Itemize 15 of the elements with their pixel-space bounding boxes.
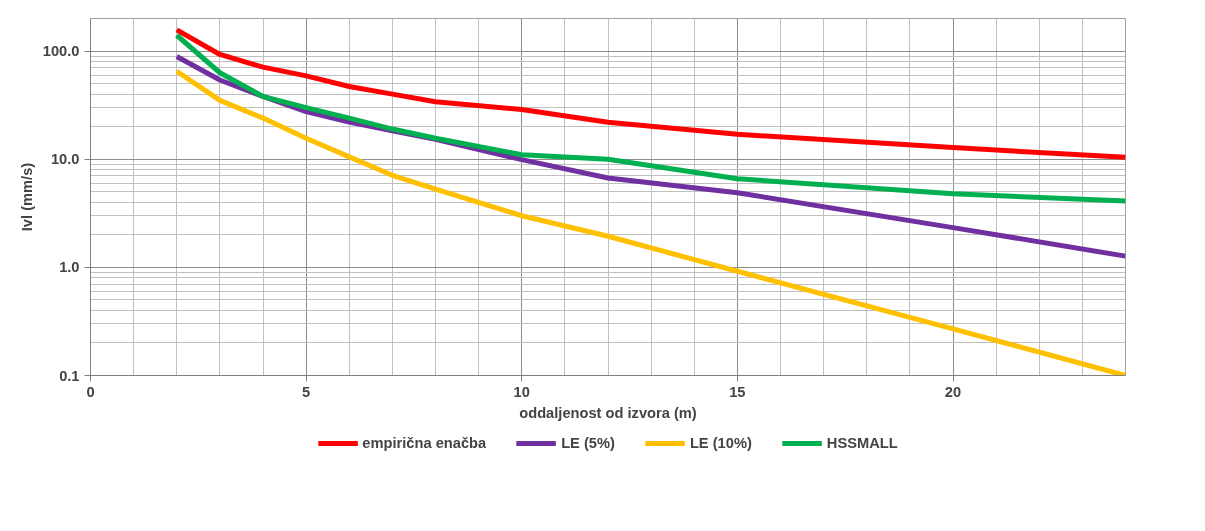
x-axis-title: oddaljenost od izvora (m) bbox=[519, 404, 697, 421]
y-tick-label: 100.0 bbox=[42, 43, 80, 60]
x-tick-label: 0 bbox=[86, 383, 95, 400]
legend-label: LE (5%) bbox=[561, 435, 615, 451]
legend-label: LE (10%) bbox=[689, 435, 752, 451]
y-tick-label: 1.0 bbox=[59, 259, 80, 276]
x-tick-label: 5 bbox=[302, 383, 311, 400]
legend-label: empirična enačba bbox=[362, 435, 487, 451]
y-tick-label: 0.1 bbox=[59, 367, 80, 384]
x-tick-label: 15 bbox=[729, 383, 746, 400]
y-tick-label: 10.0 bbox=[50, 151, 80, 168]
y-axis-title: Ivl (mm/s) bbox=[18, 162, 35, 232]
x-tick-label: 10 bbox=[513, 383, 530, 400]
legend-label: HSSMALL bbox=[826, 435, 898, 451]
x-tick-label: 20 bbox=[944, 383, 962, 400]
